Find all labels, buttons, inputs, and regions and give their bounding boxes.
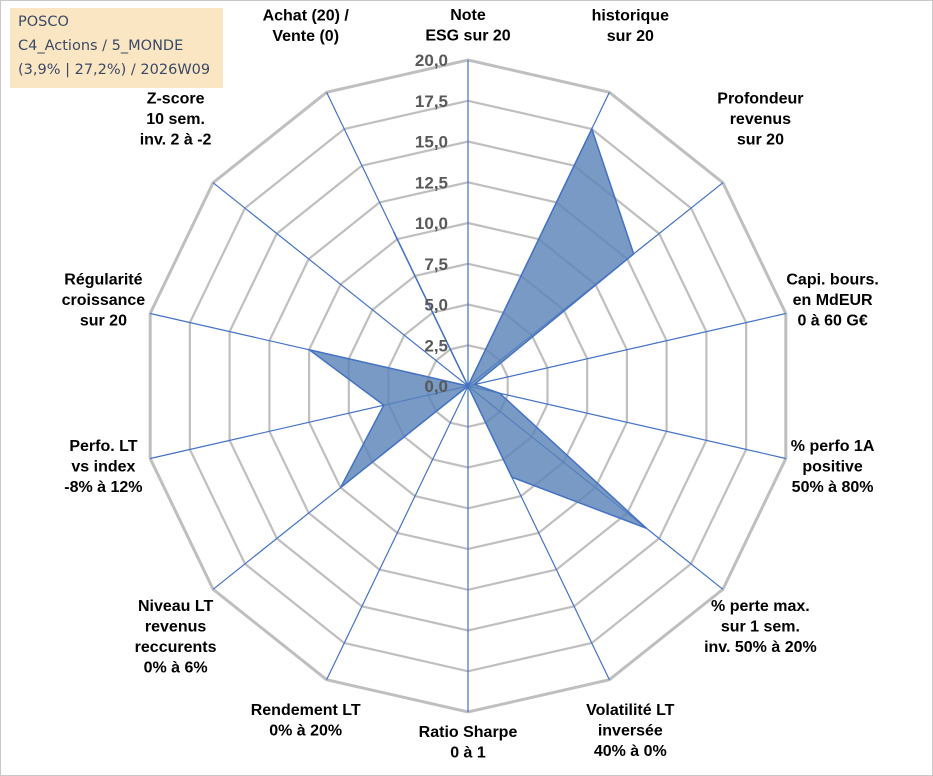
radial-tick-label: 5,0 (424, 296, 448, 315)
axis-label-line: 0 à 60 G€ (797, 312, 867, 329)
axis-label-line: % perfo 1A (791, 438, 875, 455)
series-area (308, 127, 647, 530)
axis-label-line: ESG sur 20 (425, 28, 510, 45)
axis-label-line: sur 20 (737, 132, 784, 149)
axis-label: Profondeur historique sur 20 (587, 0, 673, 45)
radial-tick-label: 12,5 (415, 173, 448, 192)
axis-label-line: Vente (0) (272, 28, 339, 45)
data-point (467, 385, 469, 387)
category-label: C4_Actions / 5_MONDE (18, 38, 184, 54)
axis-label-line: 50% à 80% (792, 479, 874, 496)
axis-label: Rendement LT 0% à 20% (251, 702, 361, 740)
axis-label-line: Capi. bours. (786, 271, 878, 288)
axis-label-line: % perte max. (711, 598, 810, 615)
axis-label-line: vs index (71, 458, 135, 475)
data-point (499, 392, 501, 394)
axis-label-line: inv. 50% à 20% (704, 639, 817, 656)
axis-label-line: en MdEUR (793, 292, 873, 309)
axis-label: Profondeur revenus sur 20 (717, 91, 803, 149)
data-point (511, 476, 513, 478)
radial-tick-label: 2,5 (424, 336, 448, 355)
axis-label-line: 40% à 0% (594, 743, 667, 760)
data-point (383, 404, 385, 406)
axis-label-line: sur 1 sem. (721, 619, 800, 636)
axis-label-line: Volatilité LT (586, 702, 675, 719)
axis-spoke (326, 385, 469, 680)
radial-tick-label: 10,0 (415, 214, 448, 233)
axis-label: Momentum Achat (20) / Vente (0) (263, 0, 350, 45)
axis-label-line: -8% à 12% (64, 479, 142, 496)
data-point (645, 527, 648, 529)
stats-label: (3,9% | 27,2%) / 2026W09 (18, 62, 211, 78)
data-point (308, 349, 310, 351)
radial-tick-label: 20,0 (415, 51, 448, 70)
axis-label-line: Niveau LT (138, 598, 214, 615)
company-name: POSCO (18, 14, 69, 30)
axis-label-line: inv. 2 à -2 (140, 132, 212, 149)
axis-label-line: croissance (62, 292, 146, 309)
axis-label-line: historique (592, 7, 669, 24)
axis-label: Note ESG sur 20 (425, 7, 510, 45)
axis-label-line: 0 à 1 (450, 745, 486, 762)
axis-label: Z-score 10 sem. inv. 2 à -2 (140, 91, 212, 149)
radial-tick-label: 15,0 (415, 133, 448, 152)
axis-label-line: Ratio Sharpe (419, 724, 518, 741)
radial-tick-label: 7,5 (424, 255, 448, 274)
data-point (633, 253, 635, 255)
axis-label: Niveau LT revenus reccurents 0% à 6% (135, 598, 217, 677)
axis-label-line: Z-score (147, 91, 205, 108)
data-point (393, 231, 395, 233)
axis-label-line: Profondeur (587, 0, 673, 4)
axis-label: Régularité croissance sur 20 (62, 271, 146, 329)
axis-spoke (212, 182, 469, 387)
axis-label-line: 10 sem. (146, 111, 205, 128)
axis-spoke (467, 312, 786, 387)
axis-label-line: revenus (145, 619, 206, 636)
axis-label-line: Momentum (263, 0, 348, 4)
axis-label: % perte max. sur 1 sem. inv. 50% à 20% (704, 598, 817, 656)
radial-tick-labels: 0,0 2,5 5,0 7,5 10,0 12,5 15,0 17,5 20,0 (415, 51, 448, 396)
axis-spoke (467, 385, 786, 460)
axis-label-line: Profondeur (717, 91, 803, 108)
axis-label: Perfo. LT vs index -8% à 12% (64, 438, 142, 496)
axis-label-line: 0% à 20% (269, 722, 342, 739)
axis-labels: Note ESG sur 20 Profondeur historique sur 20… (62, 0, 879, 762)
axis-label-line: Régularité (64, 271, 142, 288)
axis-label: Volatilité LT inversée 40% à 0% (586, 702, 675, 760)
data-point (591, 128, 593, 130)
info-box: POSCO C4_Actions / 5_MONDE (3,9% | 27,2%… (10, 8, 223, 88)
axis-label-line: inversée (598, 722, 663, 739)
radial-tick-label: 17,5 (415, 92, 448, 111)
axis-label-line: 0% à 6% (144, 660, 208, 677)
axis-label-line: Perfo. LT (69, 438, 137, 455)
radar-series (308, 127, 648, 530)
axis-label-line: positive (802, 458, 863, 475)
radial-tick-label: 0,0 (424, 377, 448, 396)
axis-label-line: revenus (730, 111, 791, 128)
axis-label-line: reccurents (135, 639, 217, 656)
axis-label: Capi. bours. en MdEUR 0 à 60 G€ (786, 271, 878, 329)
axis-label: Ratio Sharpe 0 à 1 (419, 724, 518, 762)
axis-label-line: Achat (20) / (263, 7, 350, 24)
data-point (473, 383, 475, 386)
axis-label-line: Rendement LT (251, 702, 361, 719)
axis-label: % perfo 1A positive 50% à 80% (791, 438, 875, 496)
axis-label-line: sur 20 (80, 312, 127, 329)
axis-label-line: sur 20 (607, 28, 654, 45)
data-point (340, 487, 342, 489)
axis-label-line: Note (450, 7, 486, 24)
